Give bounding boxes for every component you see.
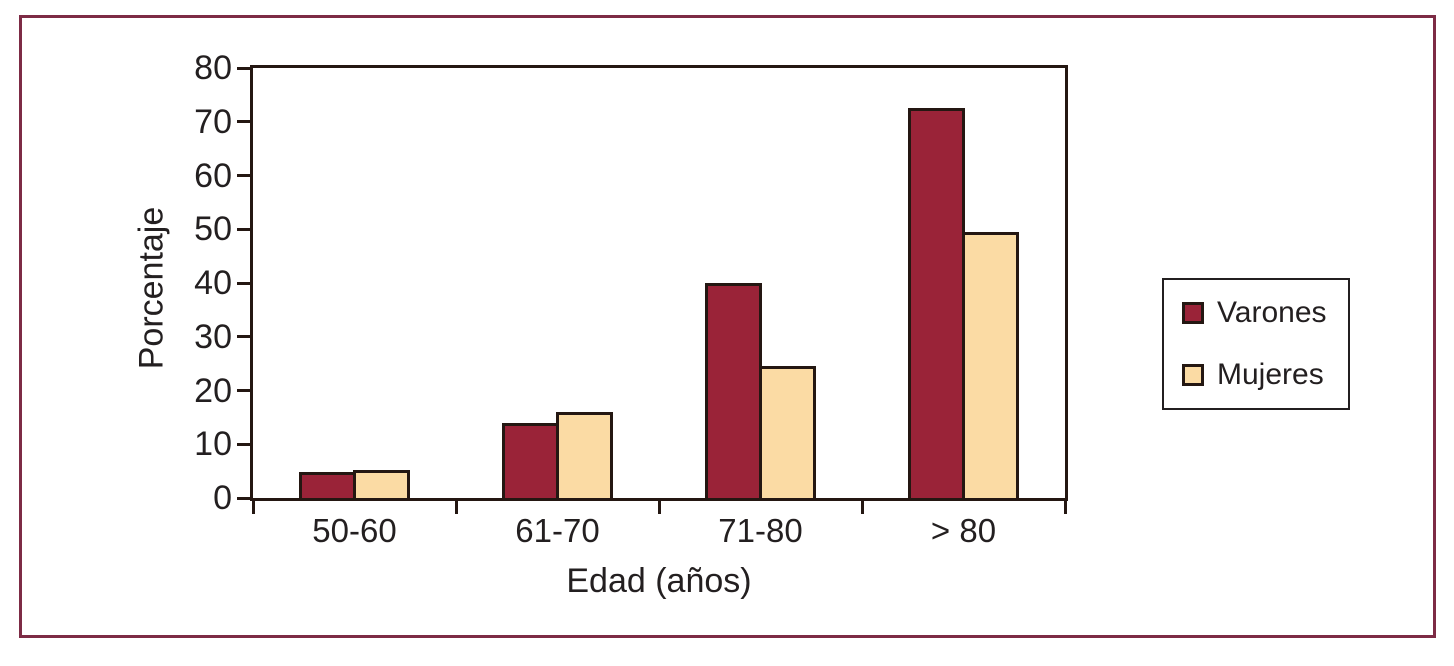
x-tick-mark (454, 501, 458, 514)
y-tick-label: 10 (194, 425, 232, 464)
legend-item-varones: Varones (1182, 298, 1348, 328)
y-tick-mark (237, 66, 250, 70)
x-axis-category-labels: 50-60 61-70 71-80 > 80 (253, 512, 1065, 550)
bar-varones (705, 283, 762, 498)
x-category-label: 50-60 (312, 512, 397, 549)
y-tick-mark (237, 389, 250, 392)
x-axis-title: Edad (años) (566, 562, 752, 600)
bar-group-71-80 (659, 68, 862, 498)
y-tick-label: 20 (194, 371, 232, 410)
y-tick-label: 60 (194, 156, 232, 195)
legend: Varones Mujeres (1162, 278, 1350, 410)
y-tick-mark (237, 227, 250, 231)
bar-varones (908, 108, 965, 498)
bar-group--80 (862, 68, 1065, 498)
x-tick-mark (251, 501, 255, 514)
bar-mujeres (759, 366, 816, 498)
y-tick-label: 50 (194, 210, 232, 249)
bar-mujeres (556, 412, 613, 498)
bar-mujeres (962, 231, 1019, 498)
y-tick-label: 30 (194, 317, 232, 356)
legend-swatch-mujeres (1182, 364, 1204, 386)
y-tick-label: 40 (194, 264, 232, 302)
legend-label: Mujeres (1217, 358, 1324, 391)
x-tick-mark (1063, 501, 1067, 514)
y-tick-mark (237, 442, 250, 446)
legend-swatch-varones (1182, 302, 1204, 324)
y-tick-mark (237, 281, 250, 285)
y-tick-label: 0 (213, 479, 232, 517)
y-tick-mark (237, 174, 250, 177)
y-tick-label: 80 (194, 49, 232, 87)
plot-area: 0 10 20 30 40 50 60 70 80 (194, 49, 1068, 517)
legend-item-mujeres: Mujeres (1182, 360, 1348, 390)
y-tick-mark (237, 120, 250, 124)
bar-group-61-70 (456, 68, 659, 498)
bar-mujeres (353, 469, 410, 498)
legend-label: Varones (1217, 296, 1327, 329)
bar-varones (299, 472, 356, 498)
y-tick-label: 70 (194, 102, 232, 141)
x-category-label: > 80 (930, 512, 997, 549)
bar-varones (502, 422, 559, 498)
x-category-label: 61-70 (515, 512, 600, 549)
bar-group-50-60 (253, 68, 456, 498)
x-tick-mark (657, 501, 661, 514)
x-category-label: 71-80 (718, 512, 803, 549)
y-tick-mark (237, 496, 250, 500)
x-tick-mark (860, 501, 864, 514)
y-tick-mark (237, 335, 250, 339)
